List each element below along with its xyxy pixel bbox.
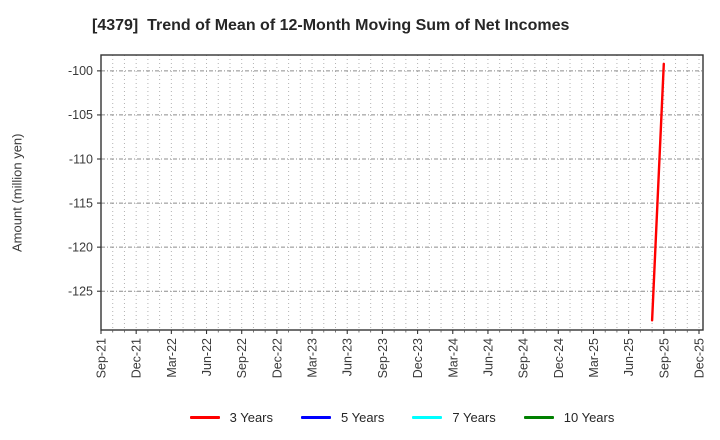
svg-text:Jun-24: Jun-24 [481,338,495,376]
svg-text:-100: -100 [68,64,93,78]
horizontal-gridlines [101,70,703,292]
svg-text:Sep-22: Sep-22 [235,338,249,378]
legend-item-3-years: 3 Years [189,409,273,425]
svg-text:-110: -110 [69,152,93,166]
x-tick-labels: Sep-21 Dec-21 Mar-22 Jun-22 Sep-22 Dec-22 Mar-… [95,330,707,378]
svg-text:Dec-25: Dec-25 [693,338,707,378]
legend-line-icon [189,415,220,419]
legend-line-icon [523,415,554,419]
legend-label: 5 Years [341,409,385,425]
svg-text:Mar-25: Mar-25 [587,338,601,378]
legend-line-icon [412,415,443,419]
svg-text:Sep-21: Sep-21 [95,338,109,378]
legend-item-5-years: 5 Years [301,410,384,425]
legend-item-7-years: 7 Years [412,409,496,425]
legend-label: 3 Years [229,409,273,425]
svg-text:Dec-22: Dec-22 [270,338,284,378]
chart-title: [4379] Trend of Mean of 12-Month Moving … [92,17,570,34]
svg-text:Jun-25: Jun-25 [622,338,636,376]
svg-text:Mar-23: Mar-23 [306,338,320,378]
svg-text:Sep-24: Sep-24 [517,338,531,378]
plot-border [100,54,704,331]
svg-text:Dec-24: Dec-24 [552,338,566,378]
svg-text:-115: -115 [69,196,93,210]
svg-text:-125: -125 [68,285,93,299]
legend-line-icon [301,415,331,419]
svg-text:Sep-23: Sep-23 [376,338,390,378]
legend-item-10-years: 10 Years [523,409,615,425]
y-tick-labels: -100 -105 -110 -115 -120 -125 [68,64,101,299]
svg-text:Mar-24: Mar-24 [446,338,460,378]
legend-label: 10 Years [563,409,615,425]
svg-text:Jun-23: Jun-23 [341,338,355,376]
series-line-3-years [650,62,665,322]
vertical-gridlines [112,55,700,330]
svg-text:Sep-25: Sep-25 [657,338,671,378]
svg-text:Mar-22: Mar-22 [165,338,179,378]
svg-text:Dec-23: Dec-23 [411,338,425,378]
svg-text:-120: -120 [68,240,93,254]
legend-label: 7 Years [452,409,496,425]
svg-text:Dec-21: Dec-21 [130,338,144,378]
legend: 3 Years 5 Years 7 Years 10 Years [101,404,703,430]
svg-text:-105: -105 [68,108,93,122]
svg-text:Jun-22: Jun-22 [200,338,214,376]
